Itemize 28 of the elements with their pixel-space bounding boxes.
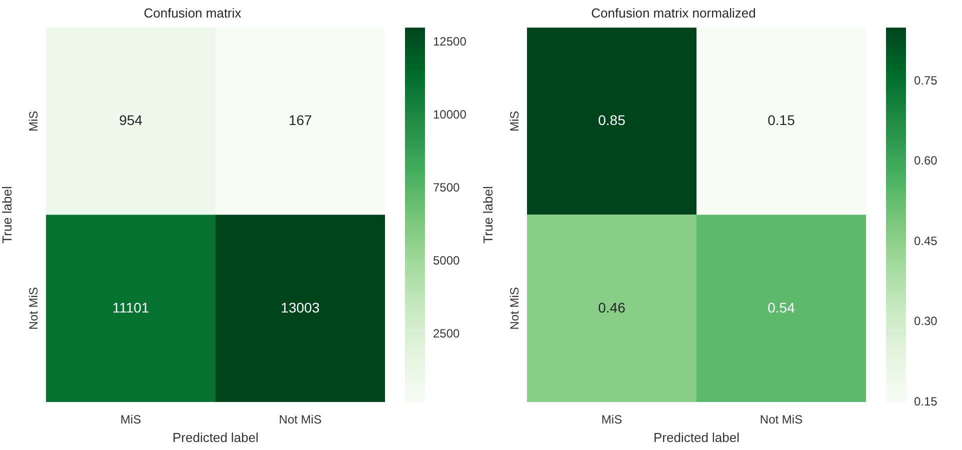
color-bar-label: 2500 <box>433 326 460 340</box>
y-axis-title: True label <box>0 186 14 244</box>
x-tick-label: MiS <box>601 412 622 427</box>
color-bar-label: 10000 <box>433 108 467 122</box>
data-label: 0.85 <box>598 112 626 128</box>
data-label: 954 <box>119 112 143 128</box>
color-bar-label: 0.15 <box>914 394 938 408</box>
data-label: 167 <box>288 112 312 128</box>
color-bar-label: 0.30 <box>914 314 938 328</box>
data-label: 0.54 <box>768 299 796 316</box>
y-axis-title: True label <box>480 186 496 244</box>
data-label: 0.46 <box>598 299 626 316</box>
color-bar-label: 7500 <box>433 180 460 194</box>
x-axis-title: Predicted label <box>172 430 259 445</box>
x-tick-label: Not MiS <box>278 412 322 427</box>
color-bar-label: 0.45 <box>914 234 938 248</box>
x-tick-label: MiS <box>120 412 142 427</box>
color-bar-label: 0.60 <box>914 154 938 168</box>
color-bar-label: 12500 <box>433 34 467 49</box>
data-label: 13003 <box>280 299 320 316</box>
x-tick-label: Not MiS <box>760 412 803 427</box>
chart-title: Confusion matrix <box>144 5 242 20</box>
chart-title: Confusion matrix normalized <box>591 5 756 20</box>
data-label: 11101 <box>112 299 150 316</box>
color-bar-label: 0.75 <box>914 73 938 88</box>
x-axis-title: Predicted label <box>654 430 740 445</box>
data-label: 0.15 <box>768 112 796 128</box>
color-bar-label: 5000 <box>433 253 460 268</box>
